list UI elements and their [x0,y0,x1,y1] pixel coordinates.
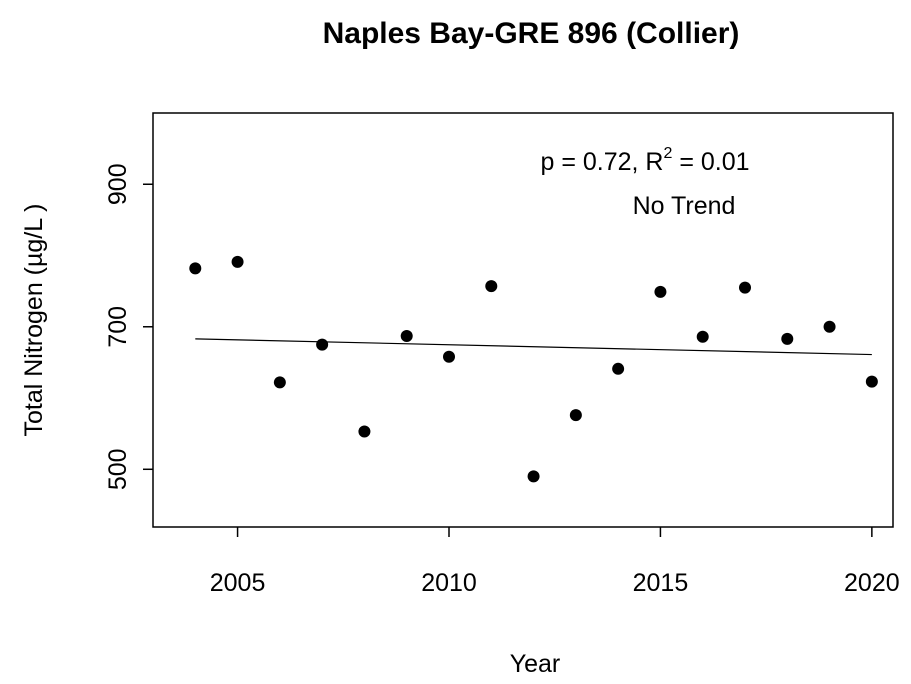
annotation-trend: No Trend [633,192,736,220]
chart-title: Naples Bay-GRE 896 (Collier) [323,17,740,50]
x-tick-label: 2020 [844,569,900,597]
y-axis-label: Total Nitrogen (µg/L ) [20,203,48,436]
point [358,425,371,438]
trend-line [195,338,872,356]
point [485,280,498,293]
point [231,255,244,268]
stat-text-end: = 0.01 [672,148,749,176]
point [527,470,540,483]
stat-superscript: 2 [663,145,672,162]
y-tick-label: 500 [104,448,132,490]
x-tick-label: 2005 [210,569,266,597]
x-tick-label: 2010 [421,569,477,597]
annotation-stat: p = 0.72, R2 = 0.01 [540,145,749,176]
point [612,362,625,375]
point [273,376,286,389]
point [316,338,329,351]
x-tick-label: 2015 [633,569,689,597]
point [189,262,202,275]
point [569,409,582,422]
y-tick-label: 900 [104,163,132,205]
point [696,330,709,343]
point [781,332,794,345]
x-axis-label: Year [510,650,561,678]
plot-frame [152,112,894,528]
point [654,285,667,298]
y-tick-label: 700 [104,306,132,348]
stat-text: p = 0.72, R [540,148,663,176]
point [739,281,751,294]
point [400,330,413,343]
point [823,320,836,333]
point [865,375,878,388]
point [443,350,455,363]
